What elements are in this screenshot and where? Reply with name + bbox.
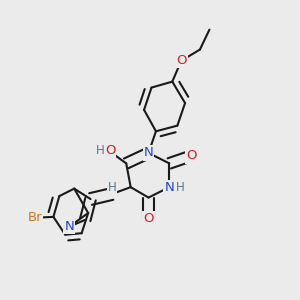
Text: H: H [108,181,116,194]
Text: O: O [186,149,196,162]
Text: O: O [105,143,116,157]
Text: H: H [96,143,105,157]
Text: O: O [143,212,154,226]
Text: N: N [164,181,174,194]
Text: Br: Br [28,211,42,224]
Text: H: H [176,181,185,194]
Text: N: N [64,220,74,233]
Text: N: N [144,146,153,160]
Text: O: O [176,54,187,67]
